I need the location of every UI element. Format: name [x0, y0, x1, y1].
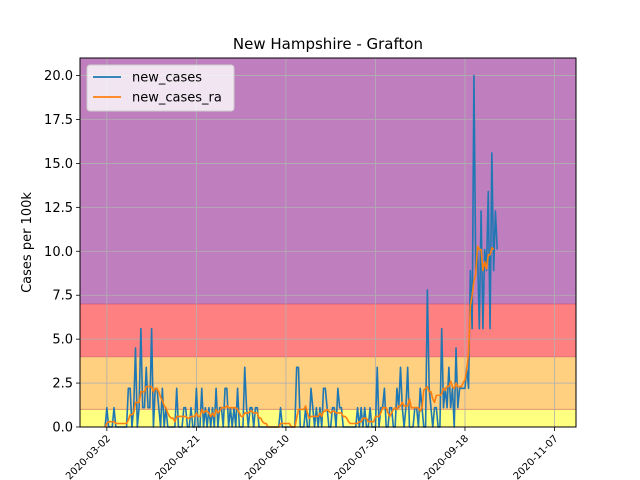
chart-title: New Hampshire - Grafton [233, 35, 423, 53]
plot-frame [79, 57, 577, 428]
y-axis: 0.0 2.5 5.0 7.5 10.0 12.5 15.0 17.5 20.0 [44, 69, 80, 436]
y-axis-label: Cases per 100k [20, 192, 35, 293]
legend-label-new_cases_ra: new_cases_ra [132, 91, 222, 106]
y-tick-label: 5.0 [52, 333, 73, 348]
legend-box [86, 64, 235, 112]
y-tick-label: 0.0 [52, 421, 73, 436]
y-tick-label: 17.5 [44, 113, 73, 128]
legend-label-new_cases: new_cases [132, 71, 202, 86]
x-tick-label: 2020-07-30 [333, 433, 382, 480]
y-tick-label: 12.5 [44, 201, 73, 216]
band-2 [80, 304, 576, 357]
y-tick-label: 10.0 [44, 245, 73, 260]
y-tick-label: 15.0 [44, 157, 73, 172]
x-tick-label: 2020-04-21 [154, 433, 203, 480]
y-tick-label: 7.5 [52, 289, 73, 304]
x-tick-label: 2020-11-07 [512, 433, 561, 480]
series-new_cases_ra [104, 245, 495, 428]
x-tick-label: 2020-09-18 [422, 433, 471, 480]
y-tick-label: 2.5 [52, 377, 73, 392]
x-tick-label: 2020-03-02 [64, 433, 113, 480]
risk-bands [80, 58, 576, 427]
legend: new_cases new_cases_ra [86, 64, 235, 112]
y-tick-label: 20.0 [44, 69, 73, 84]
x-axis: 2020-03-02 2020-04-21 2020-06-10 2020-07-30… [64, 427, 561, 480]
x-tick-label: 2020-06-10 [243, 433, 292, 480]
